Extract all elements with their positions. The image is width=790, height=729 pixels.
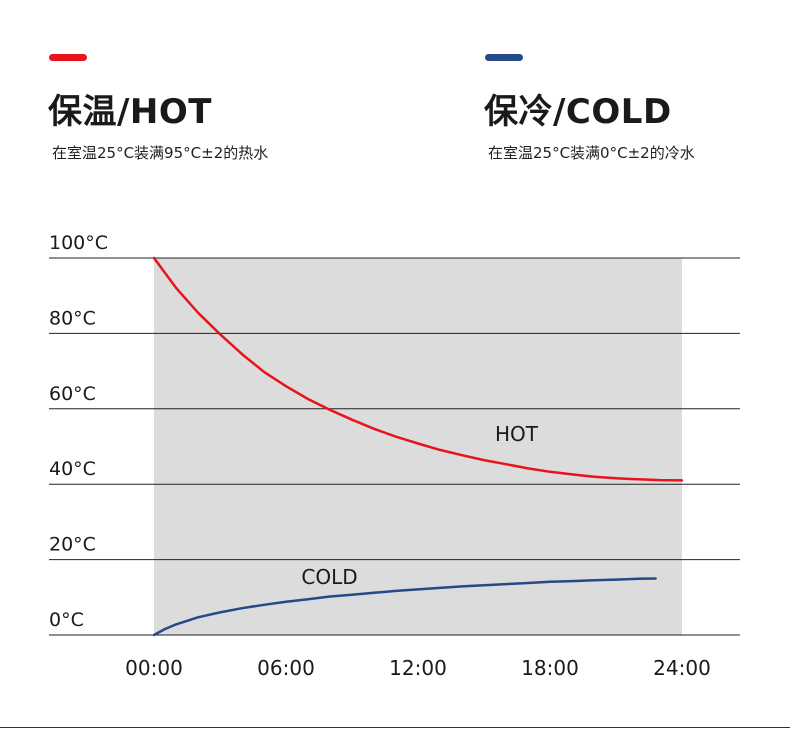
x-tick-label: 12:00 xyxy=(389,656,447,680)
y-tick-label: 100°C xyxy=(49,232,108,254)
cold-subtitle: 在室温25°C装满0°C±2的冷水 xyxy=(488,144,695,162)
hot-title: 保温/HOT xyxy=(48,92,212,132)
hot-accent-bar xyxy=(49,54,87,61)
series-label: HOT xyxy=(495,422,539,446)
hot-subtitle: 在室温25°C装满95°C±2的热水 xyxy=(52,144,269,162)
y-tick-label: 20°C xyxy=(49,534,96,556)
shaded-region xyxy=(154,258,682,635)
x-tick-label: 00:00 xyxy=(125,656,183,680)
y-tick-label: 0°C xyxy=(49,609,84,631)
x-tick-label: 24:00 xyxy=(653,656,711,680)
cold-title: 保冷/COLD xyxy=(484,92,672,132)
series-line-hot xyxy=(152,256,684,482)
y-tick-label: 60°C xyxy=(49,383,96,405)
x-tick-label: 18:00 xyxy=(521,656,579,680)
series-label: COLD xyxy=(301,565,357,589)
y-tick-label: 80°C xyxy=(49,307,96,329)
y-tick-label: 40°C xyxy=(49,458,96,480)
cold-accent-bar xyxy=(485,54,523,61)
bottom-divider xyxy=(0,727,790,728)
x-tick-label: 06:00 xyxy=(257,656,315,680)
series-line-cold xyxy=(152,577,657,637)
